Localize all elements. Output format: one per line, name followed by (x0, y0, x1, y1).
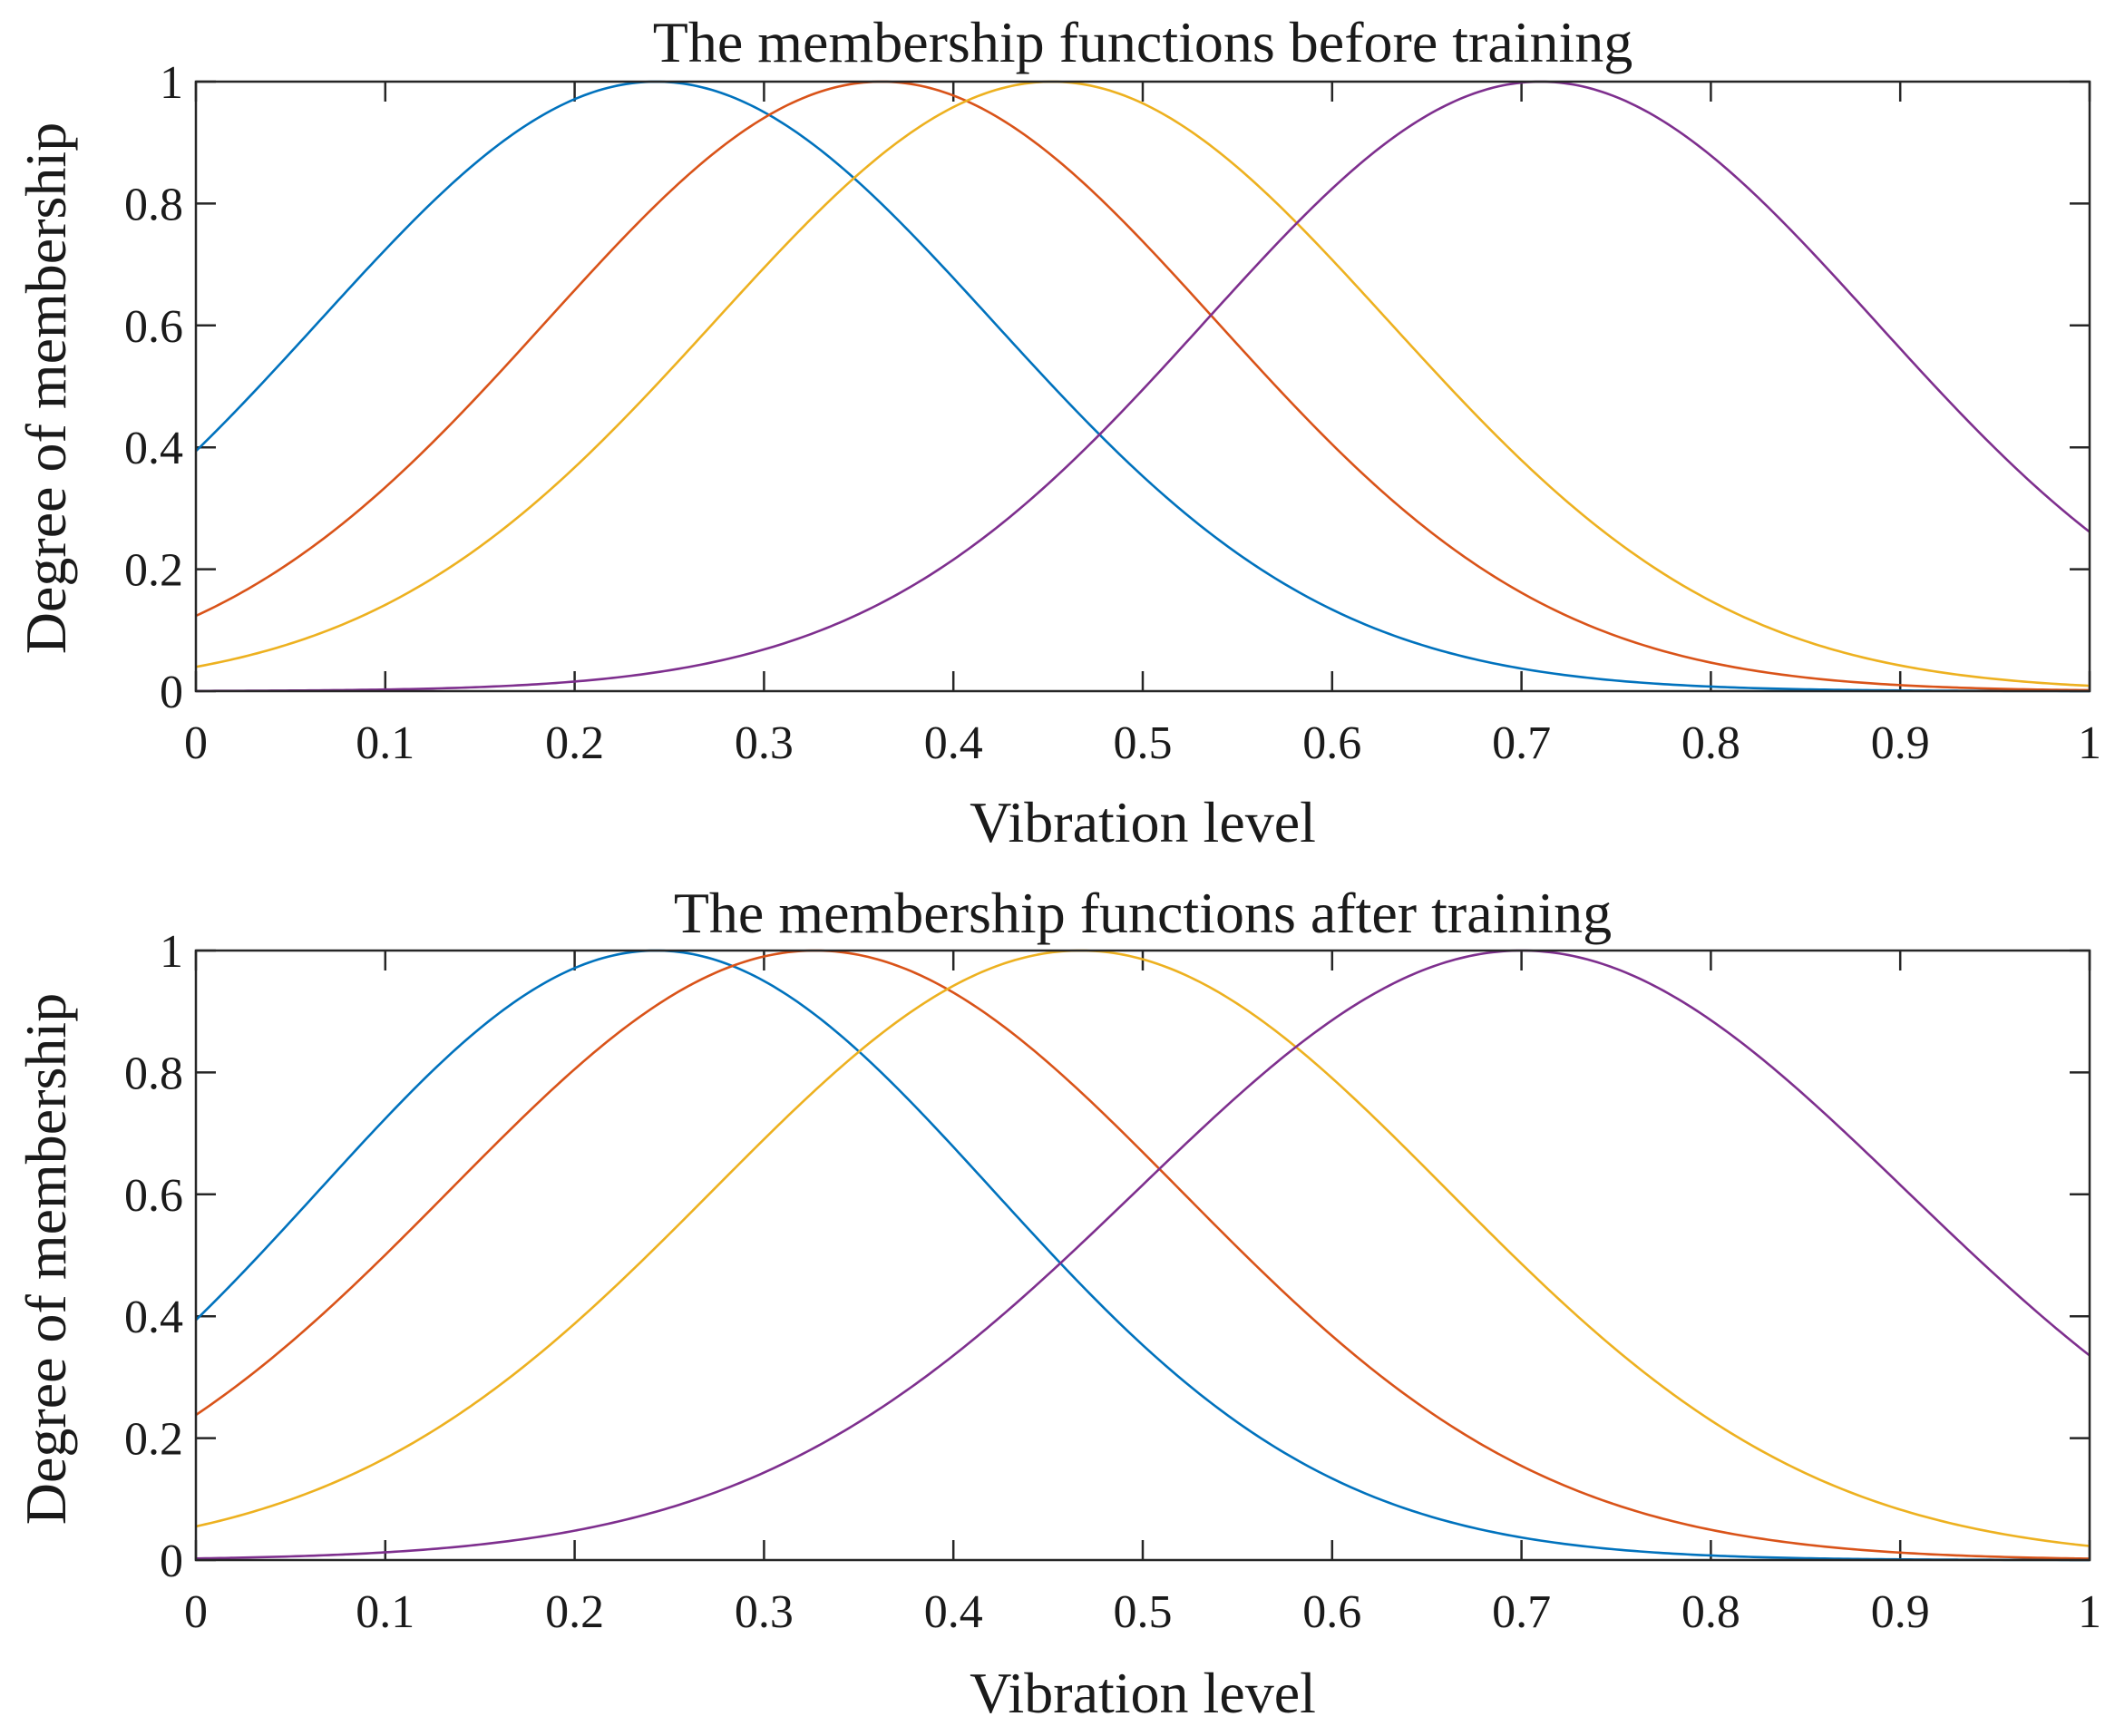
y-tick-label-before-1: 0.2 (124, 545, 183, 597)
y-ticks-after: 0 0.2 0.4 0.6 0.8 1 (124, 926, 2090, 1587)
x-tick-label-after-6: 0.6 (1302, 1586, 1361, 1638)
curves-after (195, 949, 2091, 1562)
series-line-after-mf3 (195, 949, 2091, 1547)
x-tick-label-after-9: 0.9 (1871, 1586, 1930, 1638)
x-tick-label-after-10: 1 (2078, 1586, 2101, 1638)
x-tick-label-after-8: 0.8 (1681, 1586, 1740, 1638)
series-line-after-mf2 (195, 949, 2091, 1560)
x-tick-label-after-7: 0.7 (1492, 1586, 1551, 1638)
x-ticks-before: 0 0.1 0.2 0.3 0.4 0.5 0.6 0.7 0.8 0.9 1 (184, 82, 2101, 769)
y-tick-label-before-2: 0.4 (124, 423, 183, 474)
x-tick-label-before-3: 0.3 (735, 717, 794, 769)
y-tick-label-after-1: 0.2 (124, 1414, 183, 1466)
series-line-after-mf4 (195, 949, 2091, 1560)
y-axis-label-before: Degree of membership (14, 122, 78, 654)
y-tick-label-before-3: 0.6 (124, 301, 183, 353)
x-tick-label-before-2: 0.2 (545, 717, 604, 769)
y-ticks-before: 0 0.2 0.4 0.6 0.8 1 (124, 57, 2090, 718)
y-tick-label-before-4: 0.8 (124, 179, 183, 230)
x-tick-label-before-5: 0.5 (1114, 717, 1173, 769)
x-tick-label-before-0: 0 (184, 717, 208, 769)
x-ticks-after: 0 0.1 0.2 0.3 0.4 0.5 0.6 0.7 0.8 0.9 1 (184, 951, 2101, 1638)
chart-title-before: The membership functions before training (653, 10, 1633, 74)
x-axis-label-before: Vibration level (970, 790, 1316, 854)
series-line-after-mf1 (195, 949, 2090, 1562)
curves-before (195, 80, 2091, 693)
y-tick-label-before-0: 0 (160, 667, 183, 718)
series-line-before-mf3 (195, 80, 2091, 688)
y-tick-label-after-5: 1 (160, 926, 183, 978)
x-tick-label-before-7: 0.7 (1492, 717, 1551, 769)
x-tick-label-after-4: 0.4 (924, 1586, 983, 1638)
x-tick-label-before-9: 0.9 (1871, 717, 1930, 769)
y-tick-label-after-0: 0 (160, 1536, 183, 1587)
x-tick-label-after-2: 0.2 (545, 1586, 604, 1638)
plot-frame-before (194, 80, 2091, 693)
x-axis-label-after: Vibration level (970, 1661, 1316, 1725)
series-line-before-mf4 (195, 80, 2091, 693)
y-tick-label-before-5: 1 (160, 57, 183, 109)
series-line-before-mf1 (195, 80, 2090, 693)
x-tick-label-after-0: 0 (184, 1586, 208, 1638)
x-tick-label-after-1: 0.1 (356, 1586, 414, 1638)
x-tick-label-after-5: 0.5 (1114, 1586, 1173, 1638)
x-tick-label-after-3: 0.3 (735, 1586, 794, 1638)
y-axis-label-after: Degree of membership (14, 993, 78, 1525)
y-tick-label-after-2: 0.4 (124, 1292, 183, 1343)
x-tick-label-before-10: 1 (2078, 717, 2101, 769)
x-tick-label-before-8: 0.8 (1681, 717, 1740, 769)
x-tick-label-before-1: 0.1 (356, 717, 414, 769)
y-tick-label-after-4: 0.8 (124, 1048, 183, 1099)
series-line-before-mf2 (195, 80, 2091, 692)
chart-panel-before: The membership functions before training… (14, 10, 2101, 854)
chart-panel-after: The membership functions after training … (14, 881, 2101, 1725)
x-tick-label-before-6: 0.6 (1302, 717, 1361, 769)
y-tick-label-after-3: 0.6 (124, 1170, 183, 1222)
chart-title-after: The membership functions after training (674, 881, 1612, 945)
plot-frame-after (194, 949, 2091, 1562)
x-tick-label-before-4: 0.4 (924, 717, 983, 769)
